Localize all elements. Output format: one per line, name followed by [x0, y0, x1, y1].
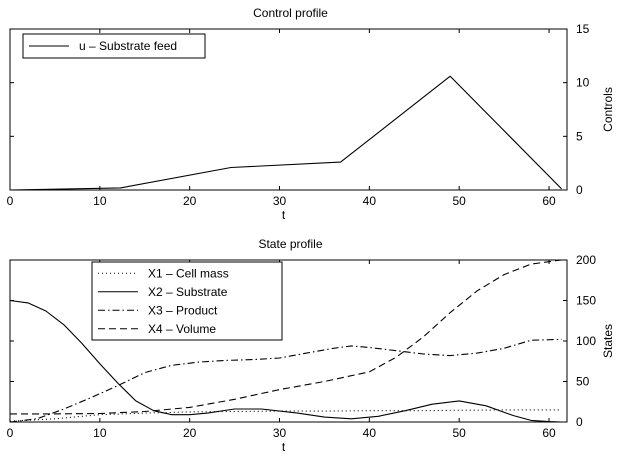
y-tick-label: 100: [576, 334, 596, 348]
chart-title: Control profile: [253, 6, 328, 20]
x-tick-label: 0: [7, 194, 14, 208]
legend-entry: X3 – Product: [148, 303, 218, 317]
plot-area: [9, 28, 568, 191]
x-tick-label: 50: [453, 194, 467, 208]
state-profile-chart: State profile 0 10 20 30 40 50 60 t 0 50 100 150 200 S…: [7, 237, 615, 454]
x-tick-label: 60: [542, 426, 556, 440]
legend-entry: X2 – Substrate: [148, 285, 228, 299]
legend-entry: X1 – Cell mass: [148, 266, 229, 280]
x-tick-label: 0: [7, 426, 14, 440]
series-line: [10, 299, 562, 422]
y-tick-label: 50: [576, 375, 590, 389]
x-tick-label: 10: [93, 426, 107, 440]
y-tick-label: 10: [576, 76, 590, 90]
x-tick-label: 30: [273, 194, 287, 208]
y-axis-label: Controls: [601, 87, 615, 132]
x-axis-label: t: [282, 208, 286, 222]
x-axis-label: t: [282, 440, 286, 454]
x-tick-label: 40: [363, 426, 377, 440]
y-tick-label: 0: [576, 183, 583, 197]
series-line: [10, 338, 562, 422]
x-tick-label: 10: [93, 194, 107, 208]
x-tick-label: 20: [183, 194, 197, 208]
y-axis-label: States: [601, 324, 615, 358]
chart-title: State profile: [258, 237, 322, 251]
y-tick-label: 150: [576, 294, 596, 308]
legend-box: [91, 261, 283, 341]
y-tick-label: 5: [576, 129, 583, 143]
series-line: [10, 409, 562, 422]
control-profile-chart: Control profile 0 10 20 30 40 50 60 t 0 5 10 15 Contr…: [7, 6, 615, 222]
series-line: [10, 260, 562, 415]
x-tick-label: 30: [273, 426, 287, 440]
y-tick-label: 0: [576, 415, 583, 429]
y-tick-label: 200: [576, 253, 596, 267]
x-tick-label: 60: [542, 194, 556, 208]
y-tick-label: 15: [576, 22, 590, 36]
series-line: [10, 75, 562, 190]
legend-entry: X4 – Volume: [148, 322, 216, 336]
x-tick-label: 20: [183, 426, 197, 440]
x-tick-label: 50: [453, 426, 467, 440]
x-tick-label: 40: [363, 194, 377, 208]
legend-entry: u – Substrate feed: [79, 39, 177, 53]
